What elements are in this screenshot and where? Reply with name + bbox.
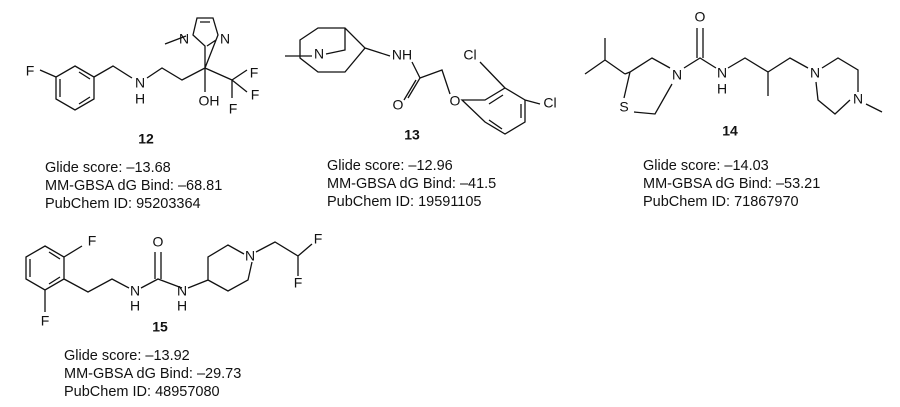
atom-label: F	[88, 233, 97, 249]
pubchem-id: PubChem ID: 48957080	[64, 384, 220, 400]
atom-label: N	[135, 75, 145, 91]
atom-label: S	[619, 99, 628, 115]
atom-label: N	[220, 31, 230, 47]
atom-label: H	[717, 81, 727, 97]
mmgbsa: MM-GBSA dG Bind: –41.5	[327, 176, 496, 192]
bonds	[39, 17, 248, 111]
atom-label: N	[810, 65, 820, 81]
atom-label: F	[294, 275, 303, 291]
compound-12: F N H N N OH F F F 12 Glide score: –13.6…	[26, 17, 260, 212]
atom-label: O	[393, 97, 404, 113]
atom-label: H	[177, 298, 187, 314]
mmgbsa: MM-GBSA dG Bind: –68.81	[45, 178, 222, 194]
atom-label: O	[695, 9, 706, 25]
atom-label: F	[41, 313, 50, 329]
bonds	[285, 27, 541, 135]
mmgbsa: MM-GBSA dG Bind: –29.73	[64, 366, 241, 382]
pubchem-id: PubChem ID: 95203364	[45, 196, 201, 212]
atom-label: O	[153, 234, 164, 250]
glide-score: Glide score: –12.96	[327, 158, 453, 174]
atom-label: F	[314, 231, 323, 247]
atom-label: F	[229, 101, 238, 117]
atom-label: N	[717, 65, 727, 81]
atom-label: N	[314, 46, 324, 62]
atom-label: N	[179, 31, 189, 47]
atom-label: Cl	[463, 47, 476, 63]
glide-score: Glide score: –13.92	[64, 348, 190, 364]
compound-14: O N N H S N N 14 Glide score: –14.03 MM-…	[584, 9, 883, 210]
bonds	[25, 241, 313, 312]
pubchem-id: PubChem ID: 19591105	[327, 194, 482, 210]
atom-label: Cl	[543, 95, 556, 111]
atom-label: N	[853, 91, 863, 107]
glide-score: Glide score: –14.03	[643, 158, 769, 174]
compound-number: 14	[722, 123, 738, 139]
compound-number: 13	[404, 127, 420, 143]
pubchem-id: PubChem ID: 71867970	[643, 194, 799, 210]
compound-number: 12	[138, 131, 154, 147]
compound-number: 15	[152, 319, 168, 335]
atom-label: N	[177, 283, 187, 299]
glide-score: Glide score: –13.68	[45, 160, 171, 176]
compound-15: F F O N H N H N F F 15 Glide score: –13.…	[25, 231, 323, 400]
atom-label: F	[251, 87, 260, 103]
compound-13: N NH O O Cl Cl 13 Glide score: –12.96 MM…	[285, 27, 557, 210]
atom-label: N	[245, 248, 255, 264]
atom-label: NH	[392, 47, 412, 63]
atom-label: O	[450, 93, 461, 109]
atom-label: OH	[199, 93, 220, 109]
atom-label: N	[130, 283, 140, 299]
atom-label: H	[130, 298, 140, 314]
mmgbsa: MM-GBSA dG Bind: –53.21	[643, 176, 820, 192]
atom-label: F	[250, 65, 259, 81]
atom-label: H	[135, 91, 145, 107]
bonds	[584, 28, 883, 115]
atom-label: N	[672, 67, 682, 83]
atom-label: F	[26, 63, 35, 79]
